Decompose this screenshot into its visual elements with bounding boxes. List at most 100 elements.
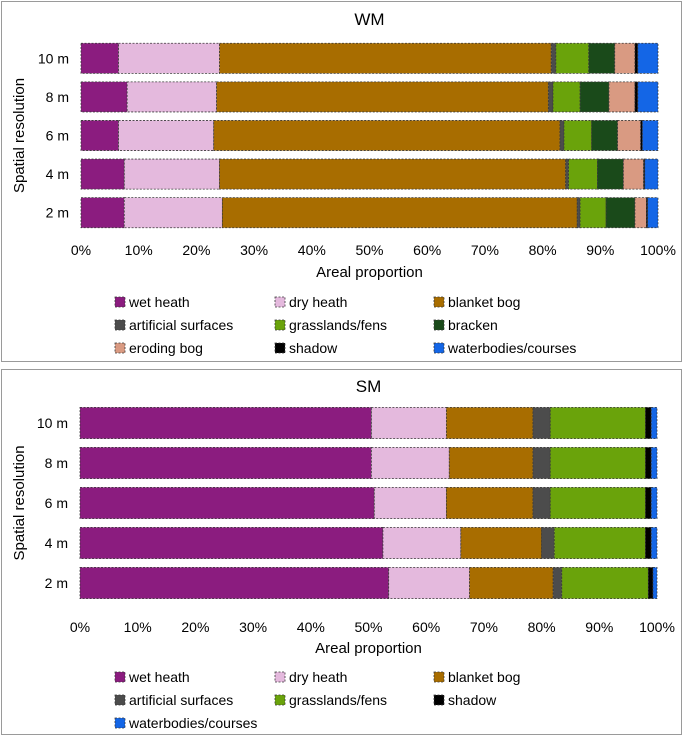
bar-segment-dry-heath xyxy=(123,197,223,229)
bar-segment-artificial-surfaces xyxy=(532,407,551,440)
legend-label-shadow: shadow xyxy=(448,692,497,708)
bar-segment-dry-heath xyxy=(370,447,450,480)
legend-swatch-bracken xyxy=(433,319,445,331)
bar-segment-grasslands-fens xyxy=(549,407,646,440)
bar-segment-grasslands-fens xyxy=(555,42,590,74)
bar-segment-shadow xyxy=(645,447,652,480)
legend-label-bracken: bracken xyxy=(448,317,498,333)
legend-label-dry-heath: dry heath xyxy=(289,294,347,310)
legend-label-blanket-bog: blanket bog xyxy=(448,669,520,685)
bar-segment-grasslands-fens xyxy=(549,447,646,480)
chart-title: SM xyxy=(356,377,382,396)
bar-segment-dry-heath xyxy=(373,487,447,520)
x-tick-label: 10% xyxy=(124,619,152,635)
bar-segment-dry-heath xyxy=(118,120,215,151)
legend-swatch-wet-heath xyxy=(114,671,126,683)
x-tick-label: 60% xyxy=(413,242,441,258)
bar-segment-shadow xyxy=(643,158,646,190)
x-tick-label: 60% xyxy=(412,619,440,635)
legend-label-waterbodies-courses: waterbodies/courses xyxy=(128,715,257,731)
chart-panel-wm: WM 10 m 8 m 6 m 4 m 2 m 0% 10% 20% 30% 40% 50% 60% 70… xyxy=(1,1,682,362)
chart-wm: WM 10 m 8 m 6 m 4 m 2 m 0% 10% 20% 30% 40% 50% 60% 70… xyxy=(11,10,676,356)
legend-label-wet-heath: wet heath xyxy=(128,669,190,685)
y-axis-label: Spatial resolution xyxy=(11,78,28,193)
bar-segment-wet-heath xyxy=(80,197,125,229)
x-tick-label: 70% xyxy=(471,242,499,258)
y-tick-label: 4 m xyxy=(46,166,69,182)
legend-swatch-grasslands-fens xyxy=(274,319,286,331)
bar-segment-waterbodies-courses xyxy=(647,197,659,229)
bar-segment-shadow xyxy=(634,42,639,74)
y-tick-label: 6 m xyxy=(45,495,68,511)
legend-label-blanket-bog: blanket bog xyxy=(448,294,520,310)
legend-swatch-shadow xyxy=(274,342,286,354)
x-tick-label: 40% xyxy=(297,619,325,635)
bar-segment-artificial-surfaces xyxy=(547,81,554,113)
chart-title: WM xyxy=(354,10,384,29)
bar-segment-eroding-bog xyxy=(614,42,636,74)
x-tick-label: 80% xyxy=(528,619,556,635)
bar-segment-wet-heath xyxy=(80,42,119,74)
legend-swatch-waterbodies-courses xyxy=(114,717,126,729)
bar-segment-artificial-surfaces xyxy=(552,566,563,599)
x-axis-label: Areal proportion xyxy=(316,264,423,281)
bar-segment-dry-heath xyxy=(118,42,220,74)
bar-segment-artificial-surfaces xyxy=(576,197,581,229)
legend-swatch-shadow xyxy=(433,694,445,706)
x-tick-label: 10% xyxy=(125,242,153,258)
bar-segment-shadow xyxy=(647,566,654,599)
bar-segment-dry-heath xyxy=(382,526,462,559)
bar-segment-wet-heath xyxy=(79,407,372,440)
y-tick-label: 8 m xyxy=(46,89,69,105)
x-tick-label: 0% xyxy=(71,242,91,258)
bar-segment-dry-heath xyxy=(123,158,220,190)
legend-swatch-blanket-bog xyxy=(433,296,445,308)
x-tick-label: 50% xyxy=(355,242,383,258)
y-tick-label: 8 m xyxy=(45,455,68,471)
bar-segment-eroding-bog xyxy=(617,120,642,151)
bar-segment-shadow xyxy=(645,526,652,559)
bar-segment-artificial-surfaces xyxy=(565,158,569,190)
bar-segment-bracken xyxy=(591,120,619,151)
bar-segment-blanket-bog xyxy=(216,81,549,113)
bar-segment-waterbodies-courses xyxy=(650,447,658,480)
bar-segment-shadow xyxy=(634,81,639,113)
bar-segment-grasslands-fens xyxy=(561,566,649,599)
legend-label-wet-heath: wet heath xyxy=(128,294,190,310)
y-tick-label: 10 m xyxy=(38,50,69,66)
x-tick-label: 90% xyxy=(586,242,614,258)
bar-segment-artificial-surfaces xyxy=(550,42,557,74)
bar-segment-artificial-surfaces xyxy=(532,447,551,480)
y-tick-label: 4 m xyxy=(45,535,68,551)
bar-segment-dry-heath xyxy=(126,81,217,113)
legend-swatch-dry-heath xyxy=(274,671,286,683)
legend-swatch-grasslands-fens xyxy=(274,694,286,706)
bar-segment-artificial-surfaces xyxy=(541,526,555,559)
legend-swatch-eroding-bog xyxy=(114,342,126,354)
bar-segment-grasslands-fens xyxy=(549,487,646,520)
bar-segment-bracken xyxy=(579,81,610,113)
legend-label-grasslands-fens: grasslands/fens xyxy=(289,692,387,708)
bar-segment-blanket-bog xyxy=(221,197,578,229)
bar-segment-shadow xyxy=(640,120,643,151)
bar-segment-shadow xyxy=(645,487,652,520)
y-tick-label: 2 m xyxy=(46,205,69,221)
x-tick-label: 100% xyxy=(639,619,675,635)
bar-segment-blanket-bog xyxy=(213,120,561,151)
x-tick-label: 80% xyxy=(529,242,557,258)
legend-label-grasslands-fens: grasslands/fens xyxy=(289,317,387,333)
y-axis-label: Spatial resolution xyxy=(11,445,28,560)
legend-swatch-artificial-surfaces xyxy=(114,319,126,331)
legend-label-artificial-surfaces: artificial surfaces xyxy=(129,317,233,333)
bar-segment-wet-heath xyxy=(79,566,390,599)
bar-segment-blanket-bog xyxy=(469,566,554,599)
x-tick-label: 30% xyxy=(240,242,268,258)
y-tick-label: 10 m xyxy=(37,415,68,431)
legend-swatch-artificial-surfaces xyxy=(114,694,126,706)
x-tick-label: 70% xyxy=(470,619,498,635)
bar-segment-blanket-bog xyxy=(445,407,534,440)
bar-segment-waterbodies-courses xyxy=(652,566,658,599)
bar-segment-blanket-bog xyxy=(448,447,534,480)
bar-segment-eroding-bog xyxy=(634,197,647,229)
bar-segment-bracken xyxy=(597,158,624,190)
